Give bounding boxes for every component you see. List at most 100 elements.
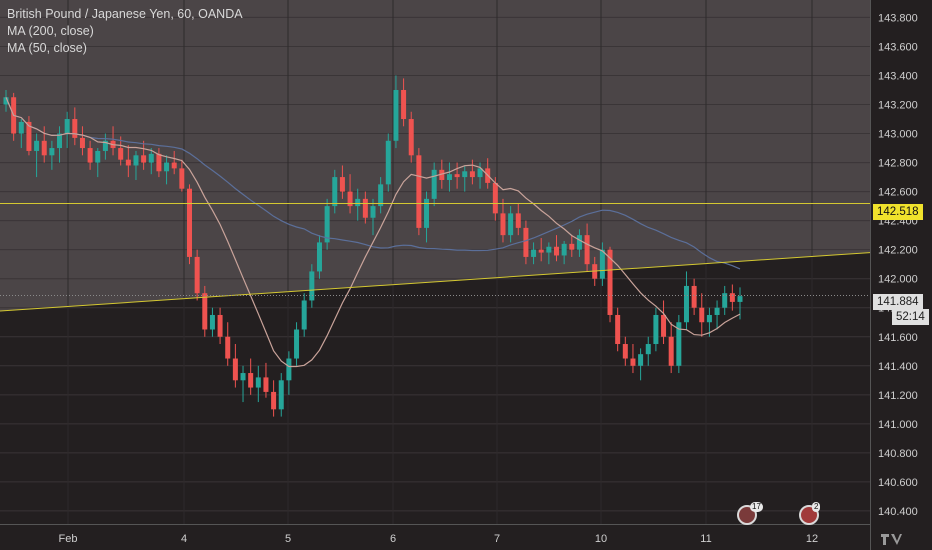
candle-body — [95, 150, 101, 163]
candle-body — [638, 354, 644, 366]
candle-body — [248, 373, 254, 388]
candle-body — [255, 377, 261, 388]
candle-body — [102, 140, 108, 151]
y-tick-label: 142.600 — [878, 187, 918, 199]
candle-body — [41, 140, 47, 156]
candle-body — [286, 358, 292, 381]
candle-body — [446, 174, 452, 180]
x-tick-label: 12 — [806, 533, 818, 545]
candle-body — [202, 293, 208, 330]
candle-body — [34, 140, 40, 151]
ma50-line — [5, 97, 741, 368]
candle-body — [599, 249, 605, 279]
candle-body — [171, 162, 177, 169]
x-tick-label: 4 — [181, 533, 187, 545]
candle-body — [546, 246, 552, 253]
candle-body — [339, 177, 345, 192]
candle-body — [554, 246, 559, 256]
y-tick-label: 142.200 — [878, 245, 918, 257]
candle-body — [26, 121, 32, 151]
candle-body — [576, 235, 582, 250]
y-tick-label: 141.600 — [878, 332, 918, 344]
target-event-count: 2 — [812, 502, 821, 512]
candle-body — [469, 171, 475, 178]
candle-body — [431, 169, 437, 199]
ma200-legend[interactable]: MA (200, close) — [7, 24, 94, 38]
y-tick-label: 142.000 — [878, 274, 918, 286]
tradingview-logo-icon[interactable] — [880, 532, 902, 546]
symbol-title[interactable]: British Pound / Japanese Yen, 60, OANDA — [7, 7, 243, 21]
candle-body — [408, 119, 414, 156]
candle-body — [294, 329, 300, 359]
y-tick-label: 143.000 — [878, 129, 918, 141]
candle-body — [133, 155, 139, 166]
candle-body — [355, 198, 361, 207]
candle-body — [87, 148, 93, 163]
candle-body — [240, 373, 246, 381]
candle-body — [72, 119, 78, 138]
candle-body — [531, 249, 537, 257]
candle-body — [401, 89, 407, 120]
uk-flag-event-count: 17 — [750, 502, 763, 512]
y-tick-label: 141.000 — [878, 419, 918, 431]
candle-body — [722, 293, 728, 308]
candle-body — [462, 171, 468, 178]
candle-body — [714, 307, 720, 315]
highlight-region — [0, 0, 870, 312]
y-tick-label: 143.400 — [878, 70, 918, 82]
candle-body — [179, 168, 185, 189]
candle-body — [584, 235, 590, 265]
candle-body — [454, 174, 460, 178]
candle-body — [141, 155, 147, 163]
candle-body — [607, 249, 613, 315]
candle-body — [515, 213, 521, 228]
candle-body — [118, 148, 124, 160]
candle-body — [194, 256, 200, 294]
candle-body — [424, 198, 430, 228]
y-tick-label: 140.400 — [878, 506, 918, 518]
candle-body — [301, 300, 307, 330]
last-price-badge: 141.884 — [873, 294, 923, 310]
ma50-legend[interactable]: MA (50, close) — [7, 41, 87, 55]
candle-body — [225, 336, 231, 359]
candle-body — [569, 243, 575, 250]
y-tick-label: 141.200 — [878, 390, 918, 402]
candle-body — [668, 336, 674, 366]
candle-body — [3, 97, 9, 105]
candle-body — [615, 314, 621, 345]
candle-body — [645, 344, 651, 355]
candle-body — [661, 314, 667, 337]
y-tick-label: 140.600 — [878, 477, 918, 489]
ma200-line — [5, 97, 741, 270]
candle-body — [538, 249, 544, 253]
candle-body — [370, 206, 376, 218]
candle-body — [278, 380, 284, 410]
candle-body — [683, 285, 689, 323]
candle-body — [622, 344, 628, 359]
y-tick-label: 143.600 — [878, 41, 918, 53]
x-tick-label: 7 — [494, 533, 500, 545]
candle-body — [217, 314, 223, 337]
candle-body — [393, 89, 399, 141]
level-price-badge: 142.518 — [873, 204, 923, 220]
candle-body — [523, 227, 529, 257]
candle-body — [164, 162, 170, 172]
candle-body — [630, 358, 636, 366]
candle-body — [691, 285, 697, 308]
candle-body — [699, 307, 705, 323]
candle-body — [309, 271, 315, 301]
candle-body — [148, 153, 154, 163]
candle-body — [18, 121, 24, 134]
candle-body — [316, 242, 322, 272]
candle-body — [57, 133, 63, 149]
candle-body — [332, 177, 338, 207]
trend-line — [0, 252, 871, 312]
candle-body — [653, 314, 659, 345]
candle-body — [737, 296, 743, 302]
candle-body — [209, 314, 215, 330]
x-tick-label: Feb — [59, 533, 78, 545]
y-tick-label: 141.400 — [878, 361, 918, 373]
